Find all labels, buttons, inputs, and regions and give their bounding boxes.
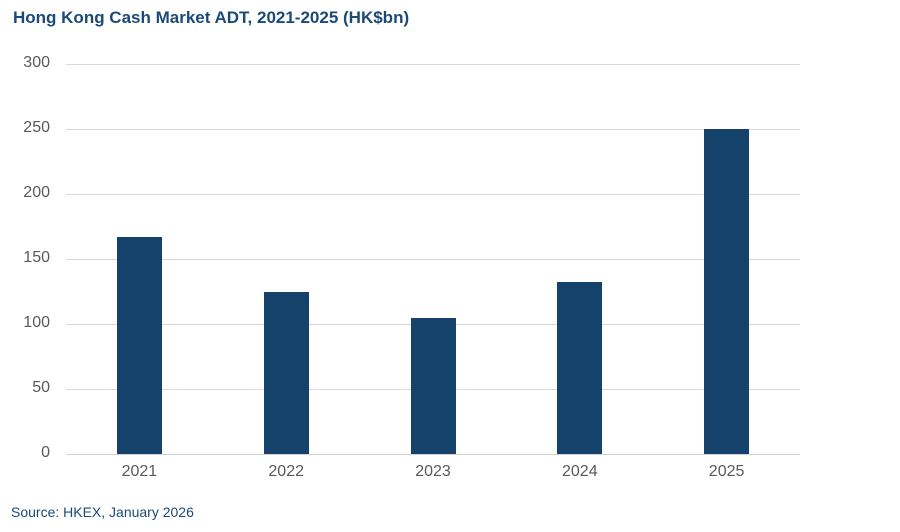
y-tick-label: 250 bbox=[23, 119, 50, 136]
x-tick-label: 2021 bbox=[121, 463, 158, 480]
plot-area bbox=[66, 64, 800, 455]
gridline bbox=[66, 454, 800, 455]
y-tick-label: 200 bbox=[23, 184, 50, 201]
chart-title: Hong Kong Cash Market ADT, 2021-2025 (HK… bbox=[13, 8, 410, 27]
y-tick-label: 100 bbox=[23, 314, 50, 331]
gridline bbox=[66, 129, 800, 130]
x-tick-label: 2022 bbox=[268, 463, 304, 480]
gridline bbox=[66, 64, 800, 65]
bar-2023 bbox=[410, 317, 456, 454]
bar-2022 bbox=[263, 291, 309, 454]
bar-2025 bbox=[704, 129, 750, 454]
gridline bbox=[66, 194, 800, 195]
x-tick-label: 2025 bbox=[708, 463, 745, 480]
y-tick-label: 300 bbox=[23, 54, 50, 71]
x-tick-label: 2023 bbox=[415, 463, 451, 480]
y-tick-label: 0 bbox=[41, 444, 50, 461]
y-tick-label: 150 bbox=[23, 249, 50, 266]
gridline bbox=[66, 259, 800, 260]
y-tick-label: 50 bbox=[32, 379, 50, 396]
bar-2021 bbox=[116, 236, 162, 454]
x-tick-label: 2024 bbox=[562, 463, 598, 480]
source-note: Source: HKEX, January 2026 bbox=[11, 504, 194, 520]
bar-2024 bbox=[557, 282, 603, 454]
